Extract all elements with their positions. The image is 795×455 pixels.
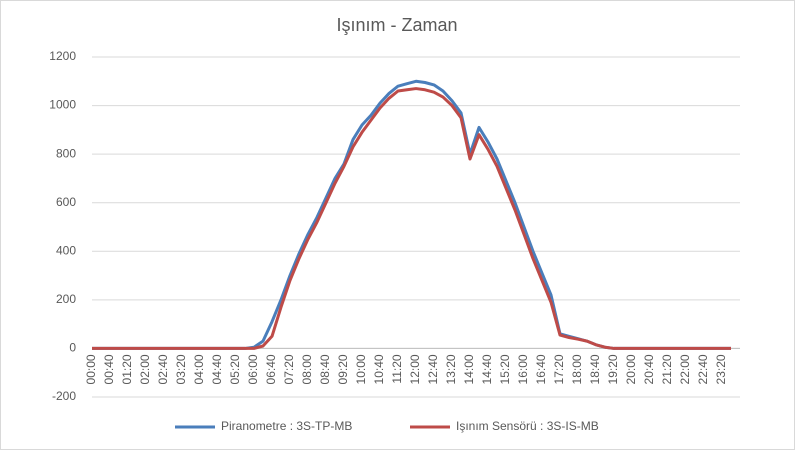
legend-label: Işınım Sensörü : 3S-IS-MB xyxy=(456,419,599,433)
x-tick-label: 20:40 xyxy=(642,354,656,384)
x-tick-label: 23:20 xyxy=(714,354,728,384)
x-tick-label: 10:40 xyxy=(372,354,386,384)
x-tick-label: 16:00 xyxy=(516,354,530,384)
x-tick-label: 14:00 xyxy=(462,354,476,384)
x-tick-label: 14:40 xyxy=(480,354,494,384)
x-tick-label: 22:40 xyxy=(696,354,710,384)
x-tick-label: 18:00 xyxy=(570,354,584,384)
y-tick-label: 1000 xyxy=(49,98,76,112)
x-tick-label: 20:00 xyxy=(624,354,638,384)
x-tick-label: 12:00 xyxy=(408,354,422,384)
x-tick-label: 21:20 xyxy=(660,354,674,384)
y-tick-label: 0 xyxy=(69,341,76,355)
series-line xyxy=(92,87,731,350)
x-tick-label: 11:20 xyxy=(390,354,404,383)
x-tick-label: 00:00 xyxy=(84,354,98,384)
x-tick-label: 13:20 xyxy=(444,354,458,384)
x-tick-label: 02:00 xyxy=(138,354,152,384)
x-tick-label: 17:20 xyxy=(552,354,566,384)
x-tick-label: 22:00 xyxy=(678,354,692,384)
y-tick-label: 600 xyxy=(56,195,76,209)
x-tick-label: 08:40 xyxy=(318,354,332,384)
x-tick-label: 04:00 xyxy=(192,354,206,384)
legend-label: Piranometre : 3S-TP-MB xyxy=(221,419,352,433)
chart-title: Işınım - Zaman xyxy=(336,15,457,35)
x-tick-label: 06:40 xyxy=(264,354,278,384)
x-tick-label: 00:40 xyxy=(102,354,116,384)
x-tick-label: 10:00 xyxy=(354,354,368,384)
y-tick-label: 800 xyxy=(56,146,76,160)
y-tick-label: 200 xyxy=(56,292,76,306)
x-tick-label: 05:20 xyxy=(228,354,242,384)
x-tick-label: 07:20 xyxy=(282,354,296,384)
y-tick-label: 1200 xyxy=(49,49,76,63)
x-tick-label: 04:40 xyxy=(210,354,224,384)
x-tick-label: 19:20 xyxy=(606,354,620,384)
y-tick-label: -200 xyxy=(52,389,76,403)
x-tick-label: 08:00 xyxy=(300,354,314,384)
x-tick-label: 03:20 xyxy=(174,354,188,384)
x-tick-label: 09:20 xyxy=(336,354,350,384)
x-tick-label: 02:40 xyxy=(156,354,170,384)
x-tick-label: 18:40 xyxy=(588,354,602,384)
x-tick-label: 01:20 xyxy=(120,354,134,384)
x-tick-label: 06:00 xyxy=(246,354,260,384)
x-tick-label: 15:20 xyxy=(498,354,512,384)
x-tick-label: 12:40 xyxy=(426,354,440,384)
y-tick-label: 400 xyxy=(56,243,76,257)
x-tick-label: 16:40 xyxy=(534,354,548,384)
